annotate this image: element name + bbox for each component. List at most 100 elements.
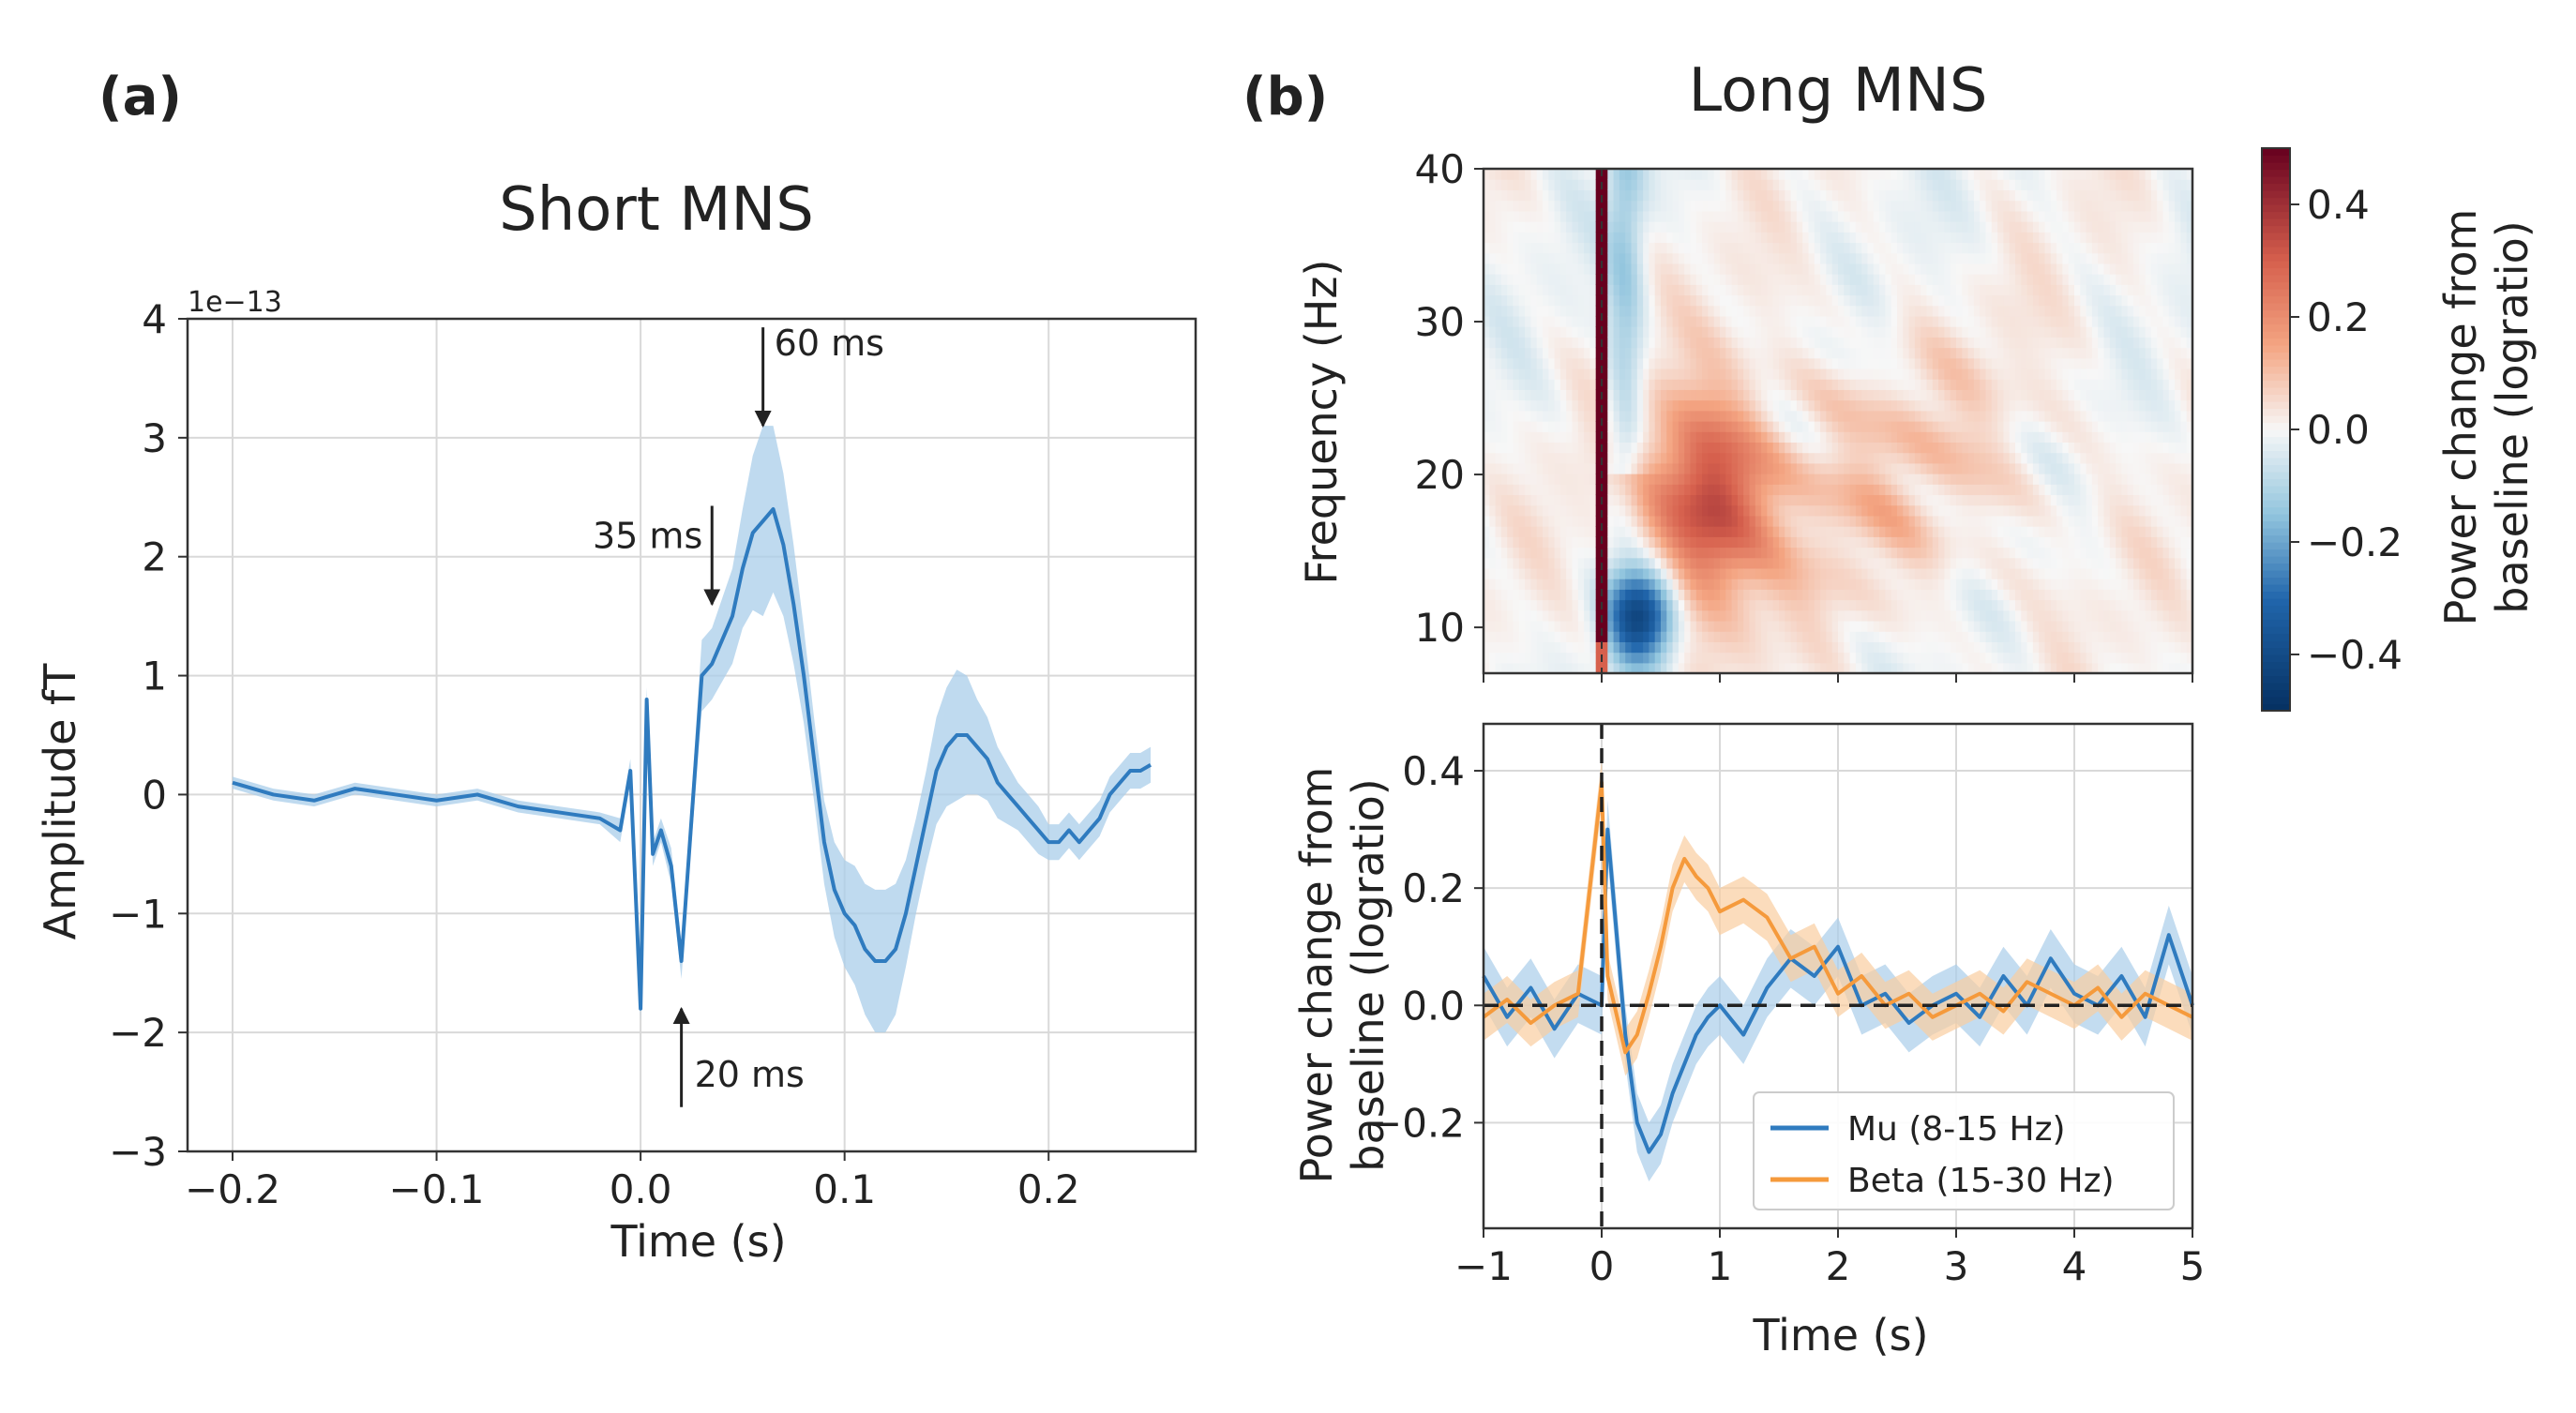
heatmap-cell (2086, 305, 2093, 317)
heatmap-cell (1507, 410, 1514, 422)
heatmap-cell (1790, 599, 1798, 611)
heatmap-cell (1997, 526, 2004, 537)
heatmap-cell (2068, 347, 2075, 359)
heatmap-cell (1684, 357, 1692, 369)
heatmap-cell (1767, 284, 1774, 296)
heatmap-cell (1725, 294, 1733, 307)
heatmap-cell (1891, 547, 1898, 559)
heatmap-cell (1749, 274, 1756, 285)
heatmap-cell (2026, 357, 2034, 369)
heatmap-cell (1602, 526, 1608, 537)
heatmap-cell (1785, 210, 1792, 222)
heatmap-cell (1684, 474, 1692, 485)
heatmap-cell (1720, 567, 1726, 579)
heatmap-cell (1785, 421, 1792, 432)
heatmap-cell (1956, 242, 1963, 254)
heatmap-cell (1838, 662, 1845, 674)
heatmap-cell (1631, 200, 1638, 212)
heatmap-cell (2080, 589, 2087, 601)
heatmap-cell (1678, 315, 1685, 327)
heatmap-cell (1938, 547, 1945, 559)
heatmap-cell (1507, 232, 1514, 244)
heatmap-cell (1566, 589, 1574, 601)
heatmap-cell (1867, 452, 1875, 464)
heatmap-cell (1589, 442, 1597, 454)
heatmap-cell (1702, 189, 1709, 202)
heatmap-cell (1595, 557, 1603, 569)
heatmap-cell (1636, 641, 1644, 654)
heatmap-cell (2044, 526, 2052, 537)
heatmap-cell (1566, 263, 1574, 275)
heatmap-cell (2050, 399, 2057, 412)
heatmap-cell (1595, 347, 1603, 359)
heatmap-cell (1695, 484, 1703, 496)
heatmap-cell (2032, 557, 2040, 569)
heatmap-cell (2056, 200, 2063, 212)
heatmap-cell (2026, 274, 2034, 285)
heatmap-cell (1654, 315, 1662, 327)
heatmap-cell (1944, 399, 1951, 412)
heatmap-cell (1619, 242, 1626, 254)
heatmap-cell (1548, 474, 1556, 485)
heatmap-cell (1838, 284, 1845, 296)
heatmap-cell (1826, 609, 1833, 622)
heatmap-cell (1980, 169, 1987, 180)
heatmap-cell (1731, 557, 1739, 569)
heatmap-cell (1926, 452, 1934, 464)
heatmap-cell (1636, 494, 1644, 506)
heatmap-cell (1513, 504, 1520, 517)
heatmap-cell (1897, 421, 1904, 432)
heatmap-cell (1678, 609, 1685, 622)
heatmap-cell (2050, 579, 2057, 590)
heatmap-cell (1720, 221, 1726, 233)
heatmap-cell (1932, 515, 1939, 527)
heatmap-cell (1666, 232, 1674, 244)
heatmap-cell (1572, 389, 1579, 401)
heatmap-cell (1814, 557, 1821, 569)
heatmap-cell (1513, 589, 1520, 601)
heatmap-cell (1695, 462, 1703, 474)
heatmap-cell (1731, 284, 1739, 296)
heatmap-cell (1973, 599, 1981, 611)
heatmap-cell (1725, 452, 1733, 464)
heatmap-cell (1708, 484, 1715, 496)
heatmap-cell (1672, 504, 1680, 517)
heatmap-cell (1820, 232, 1827, 244)
heatmap-cell (1755, 274, 1762, 285)
heatmap-cell (1495, 504, 1502, 517)
heatmap-cell (1559, 189, 1567, 202)
a-ytick-label: 2 (142, 534, 167, 580)
heatmap-cell (1908, 442, 1916, 454)
heatmap-cell (2062, 379, 2070, 390)
heatmap-cell (2080, 515, 2087, 527)
heatmap-cell (1489, 379, 1497, 390)
heatmap-cell (1772, 284, 1780, 296)
heatmap-cell (2021, 242, 2028, 254)
heatmap-cell (1702, 169, 1709, 180)
heatmap-cell (1962, 169, 1969, 180)
heatmap-cell (1743, 515, 1751, 527)
heatmap-cell (1536, 284, 1544, 296)
heatmap-cell (1672, 526, 1680, 537)
heatmap-cell (1577, 357, 1585, 369)
heatmap-cell (1602, 347, 1608, 359)
heatmap-cell (1849, 620, 1857, 632)
heatmap-cell (1997, 274, 2004, 285)
heatmap-cell (2044, 389, 2052, 401)
heatmap-cell (1484, 379, 1490, 390)
heatmap-cell (1914, 557, 1921, 569)
heatmap-cell (1525, 442, 1531, 454)
heatmap-cell (1885, 452, 1892, 464)
heatmap-cell (2068, 379, 2075, 390)
heatmap-cell (1566, 410, 1574, 422)
heatmap-cell (1619, 337, 1626, 349)
heatmap-cell (1980, 442, 1987, 454)
heatmap-cell (1595, 652, 1603, 664)
heatmap-cell (1891, 431, 1898, 443)
a-annotation-label: 20 ms (695, 1054, 805, 1095)
heatmap-cell (1731, 494, 1739, 506)
heatmap-cell (2086, 526, 2093, 537)
heatmap-cell (1654, 284, 1662, 296)
heatmap-cell (1772, 421, 1780, 432)
heatmap-cell (1543, 494, 1549, 506)
